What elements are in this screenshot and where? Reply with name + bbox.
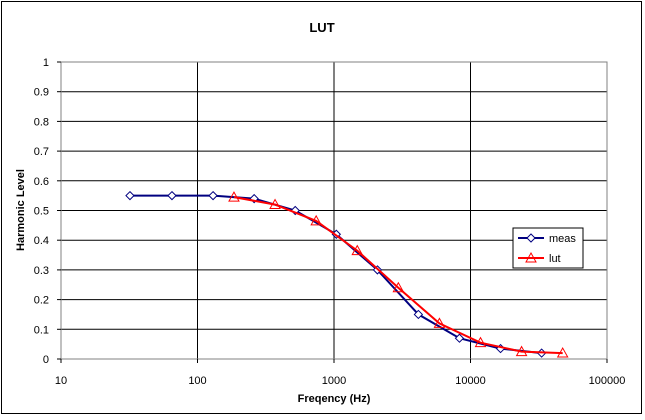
y-tick-label: 0.5 [34,206,49,218]
y-tick-label: 0 [43,354,49,366]
gridlines [61,62,607,359]
meas-data-point [526,233,536,243]
lut-series-line [233,196,563,355]
meas-data-point [454,333,465,343]
meas-data-point [167,190,177,201]
x-axis-ticks: 10 100 1000 10000 100000 [55,359,625,387]
x-axis-label: Freqency (Hz) [298,393,371,405]
lut-data-point [310,214,322,226]
x-tick-label: 100 [188,375,206,387]
legend-label-meas: meas [549,233,576,245]
chart-title: LUT [309,20,334,35]
lut-data-point [228,191,240,202]
series-lut [228,191,569,358]
lut-data-point [351,244,364,256]
y-tick-label: 0.8 [34,116,49,128]
lut-data-point [525,251,537,263]
x-tick-label: 10 [55,375,67,387]
y-tick-label: 0.2 [34,295,49,307]
series-meas [125,190,547,358]
y-tick-label: 0.3 [34,265,49,277]
meas-data-point [125,190,135,201]
lut-data-point [392,281,405,293]
y-tick-label: 0.1 [34,324,49,336]
chart-canvas: 00.10.20.30.40.50.60.70.80.91 10 100 1000 1… [15,20,625,405]
y-tick-label: 0.4 [34,235,49,247]
y-tick-label: 0.7 [34,146,49,158]
meas-data-point [413,309,424,320]
chart-area: 0 0.1 0.2 0.3 0.4 0.5 0.6 0.7 0.8 0.9 1 10 100 1000 1… [1,1,642,414]
lut-data-point [269,198,281,210]
y-tick-label: 0.9 [34,87,49,99]
legend-box [512,227,584,269]
lut-data-point [474,336,487,348]
meas-data-point [208,190,218,201]
lut-data-point [433,317,446,328]
legend-label-lut: lut [549,253,561,265]
x-tick-label: 1000 [322,375,346,387]
x-tick-label: 10000 [455,375,486,387]
x-tick-label: 100000 [589,375,626,387]
y-tick-label: 0.6 [34,176,49,188]
lut-data-point [556,347,569,358]
legend-item-meas: meas [518,233,576,245]
series-layer [125,190,569,358]
legend: meas lut [512,227,584,269]
y-axis-label: Harmonic Level [15,169,27,251]
y-tick-label: 1 [43,57,49,69]
lut-data-point [515,345,528,357]
legend-item-lut: lut [518,251,561,265]
y-axis-ticks: 0 0.1 0.2 0.3 0.4 0.5 0.6 0.7 0.8 0.9 1 [34,57,61,366]
